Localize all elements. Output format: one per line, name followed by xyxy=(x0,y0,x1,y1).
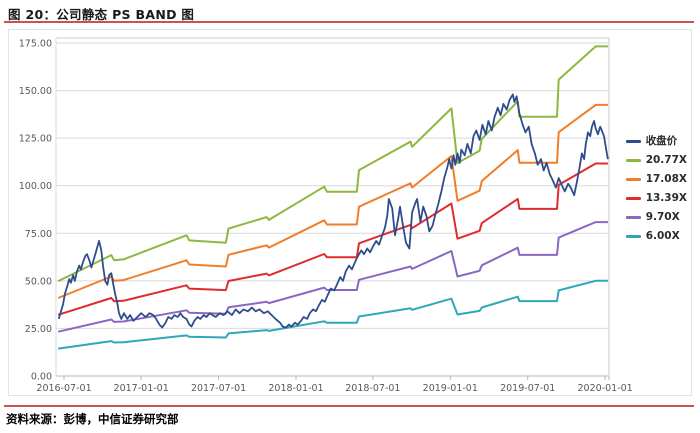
y-axis-label: 100.00 xyxy=(19,181,52,192)
x-axis-label: 2018-01-01 xyxy=(268,383,323,394)
legend-item-17.08x: 17.08X xyxy=(625,172,687,186)
y-axis-label: 0.00 xyxy=(31,372,52,383)
band-line-6.00x xyxy=(58,279,608,350)
gridlines xyxy=(56,42,609,329)
ps-band-chart-svg: 2016-07-01 2017-01-01 2017-07-01 2018-01-01… xyxy=(19,37,633,394)
band-line-9.70x xyxy=(57,221,608,333)
y-axis-label: 175.00 xyxy=(19,39,52,50)
legend-label: 13.39X xyxy=(645,191,687,204)
legend-label: 收盘价 xyxy=(645,134,678,147)
legend-label: 20.77X xyxy=(645,153,687,166)
x-axis-label: 2019-01-01 xyxy=(423,383,478,394)
legend-item-9.70x: 9.70X xyxy=(625,210,687,224)
chart-legend: 收盘价 20.77X 17.08X 13.39X 9.70X 6.00X xyxy=(625,134,687,243)
legend-item-收盘价: 收盘价 xyxy=(625,134,687,148)
band-line-17.08x xyxy=(57,103,608,299)
figure-title: 图 20：公司静态 PS BAND 图 xyxy=(8,7,195,22)
y-axis-label: 25.00 xyxy=(25,324,52,335)
x-axis-labels: 2016-07-01 2017-01-01 2017-07-01 2018-01-01… xyxy=(36,383,632,394)
source-note: 资料来源：彭博，中信证券研究部 xyxy=(6,412,179,426)
legend-item-6.00x: 6.00X xyxy=(625,229,687,243)
x-axis-label: 2017-01-01 xyxy=(114,383,169,394)
legend-dash-icon xyxy=(625,158,641,162)
legend-item-13.39x: 13.39X xyxy=(625,191,687,205)
x-axis-label: 2017-07-01 xyxy=(191,383,246,394)
x-axis-label: 2020-01-01 xyxy=(578,383,633,394)
y-axis-label: 75.00 xyxy=(25,229,52,240)
x-axis-label: 2019-07-01 xyxy=(500,383,555,394)
y-axis-labels: 0.00 25.00 50.00 75.00 100.00 125.00 150.00 175… xyxy=(19,39,52,383)
legend-label: 17.08X xyxy=(645,172,687,185)
y-axis-label: 50.00 xyxy=(25,276,52,287)
legend-dash-icon xyxy=(625,234,641,238)
ps-band-chart: 2016-07-01 2017-01-01 2017-07-01 2018-01-01… xyxy=(8,29,692,396)
x-axis-label: 2016-07-01 xyxy=(36,383,91,394)
x-axis-ticks xyxy=(63,376,610,380)
source-rule xyxy=(4,405,694,407)
band-line-13.39x xyxy=(57,162,608,316)
legend-label: 9.70X xyxy=(645,210,680,223)
legend-dash-icon xyxy=(625,177,641,181)
x-axis-label: 2018-07-01 xyxy=(345,383,400,394)
plot-border xyxy=(55,37,610,377)
price-line xyxy=(57,93,609,329)
legend-item-20.77x: 20.77X xyxy=(625,153,687,167)
legend-label: 6.00X xyxy=(645,229,680,242)
legend-dash-icon xyxy=(625,139,641,143)
title-rule xyxy=(4,21,694,23)
y-axis-label: 150.00 xyxy=(19,86,52,97)
legend-dash-icon xyxy=(625,215,641,219)
legend-dash-icon xyxy=(625,196,641,200)
y-axis-label: 125.00 xyxy=(19,134,52,145)
